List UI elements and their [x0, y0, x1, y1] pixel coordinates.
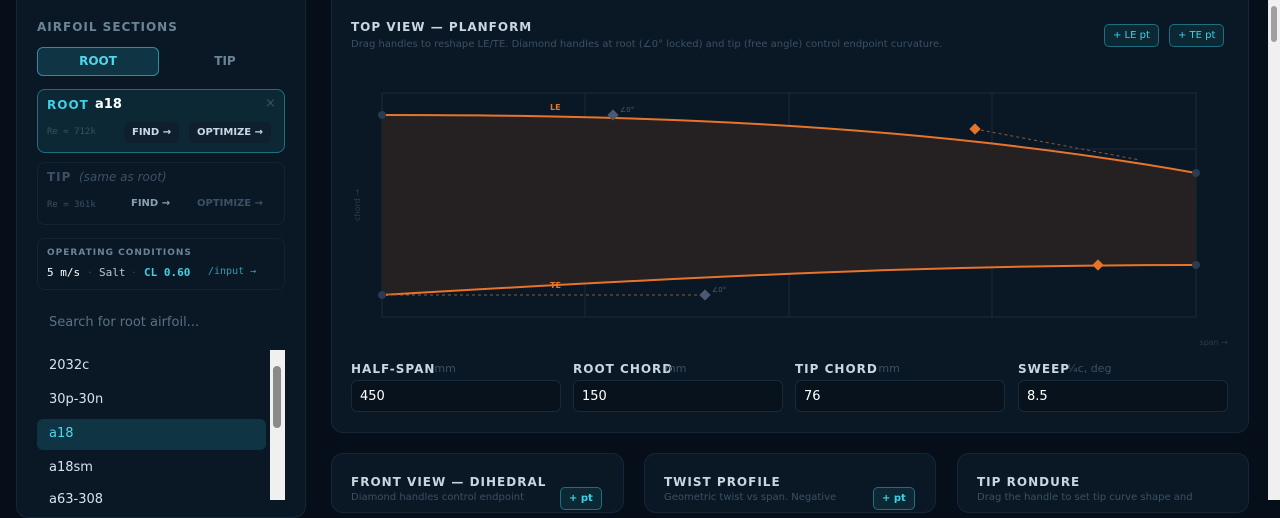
list-item[interactable]: a18: [49, 426, 74, 441]
add-le[interactable]: + LE pt: [1104, 24, 1159, 47]
cl: CL 0.60: [144, 266, 191, 279]
add-pt[interactable]: + pt: [873, 487, 915, 510]
le-label: LE: [550, 103, 561, 112]
find-button[interactable]: FIND →: [124, 122, 180, 143]
input-link[interactable]: /input →: [208, 266, 257, 277]
page: AIRFOIL SECTIONS ROOT TIP ROOT a18 × Re …: [16, 0, 1280, 518]
page-scrollbar[interactable]: [1268, 0, 1280, 500]
card-title: TIP RONDURE: [977, 475, 1081, 489]
card-subtitle: Geometric twist vs span. Negative: [664, 492, 837, 503]
field-label: TIP CHORD: [795, 362, 878, 376]
field-unit: ¼c, deg: [1067, 362, 1112, 375]
re: Re = 712k: [47, 127, 96, 137]
field-label: HALF-SPAN: [351, 362, 436, 376]
te-label: TE: [550, 281, 561, 290]
search-input[interactable]: Search for root airfoil...: [49, 315, 200, 330]
card-title: TWIST PROFILE: [664, 475, 781, 489]
re: Re = 361k: [47, 200, 96, 210]
root-airfoil: a18: [95, 97, 122, 112]
field-label: SWEEP: [1018, 362, 1071, 376]
tip-label: TIP: [47, 170, 72, 184]
y-axis-label: chord →: [353, 189, 362, 221]
conditions-card: [37, 238, 285, 290]
find-button[interactable]: FIND →: [131, 198, 171, 209]
sep: ·: [88, 266, 92, 279]
conditions-title: OPERATING CONDITIONS: [47, 248, 192, 258]
field-label: ROOT CHORD: [573, 362, 674, 376]
add-te[interactable]: + TE pt: [1169, 24, 1225, 47]
field-input[interactable]: 76: [795, 380, 1005, 412]
tip-card: [37, 162, 285, 225]
optimize-button[interactable]: OPTIMIZE →: [197, 198, 263, 209]
field-unit: mm: [434, 362, 456, 375]
tab[interactable]: TIP: [214, 54, 236, 68]
list-item[interactable]: 2032c: [49, 358, 90, 373]
list-item[interactable]: a18sm: [49, 460, 93, 475]
angle-label: ∠0°: [620, 106, 634, 114]
card-subtitle: Drag the handle to set tip curve shape a…: [977, 492, 1193, 503]
medium: Salt: [99, 266, 126, 279]
planform-chart: LE TE ∠0° ∠0° chord → span →: [353, 92, 1229, 347]
add-pt[interactable]: + pt: [560, 487, 602, 510]
root-label: ROOT: [47, 98, 89, 112]
field-unit: mm: [665, 362, 687, 375]
x-axis-label: span →: [1200, 338, 1229, 347]
planform-subtitle: Drag handles to reshape LE/TE. Diamond h…: [351, 39, 943, 50]
selected-item: [37, 419, 266, 450]
angle-label: ∠0°: [712, 286, 726, 294]
speed: 5 m/s: [47, 266, 81, 279]
field-input[interactable]: 450: [351, 380, 561, 412]
scrollbar[interactable]: [270, 350, 285, 500]
optimize-button[interactable]: OPTIMIZE →: [189, 122, 271, 143]
field-unit: mm: [878, 362, 900, 375]
field-input[interactable]: 150: [573, 380, 783, 412]
close[interactable]: ×: [265, 96, 276, 111]
tab[interactable]: ROOT: [37, 47, 159, 76]
card-subtitle: Diamond handles control endpoint: [351, 492, 524, 503]
planform-title: TOP VIEW — PLANFORM: [351, 20, 533, 34]
list-item[interactable]: 30p-30n: [49, 392, 104, 407]
field-input[interactable]: 8.5: [1018, 380, 1228, 412]
tip-airfoil: (same as root): [79, 170, 167, 184]
card-title: FRONT VIEW — DIHEDRAL: [351, 475, 547, 489]
sidebar-title: AIRFOIL SECTIONS: [37, 20, 178, 34]
sep: ·: [132, 266, 136, 279]
